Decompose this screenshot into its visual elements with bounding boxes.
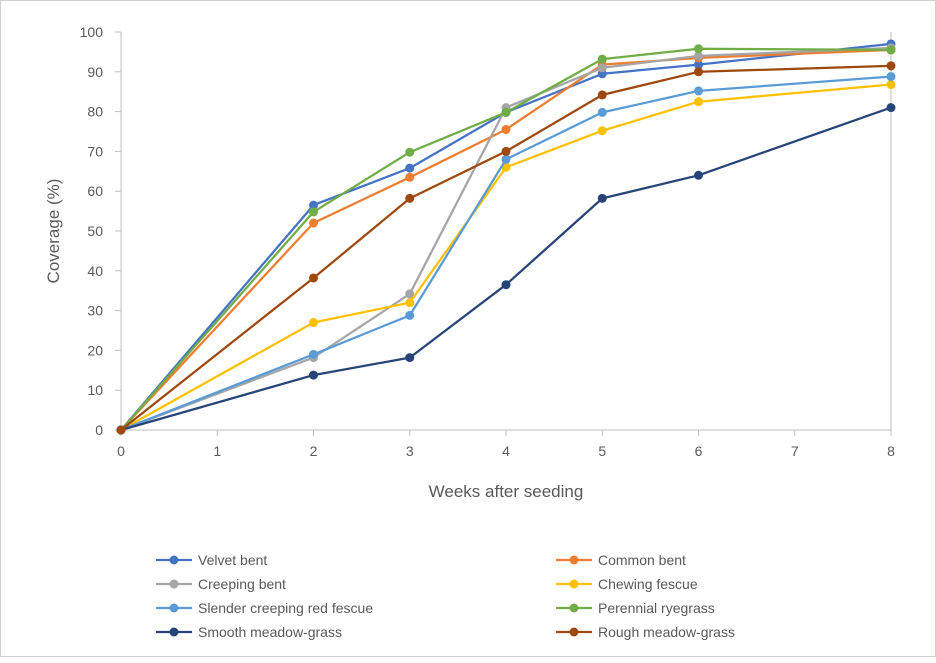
data-point	[694, 170, 703, 180]
legend-swatch-marker	[169, 555, 179, 565]
y-tick-label: 20	[87, 342, 103, 358]
data-point	[597, 193, 607, 203]
legend-label: Velvet bent	[198, 552, 267, 568]
data-point	[886, 61, 896, 71]
x-tick-label: 4	[502, 443, 510, 459]
legend-label: Rough meadow-grass	[598, 624, 735, 640]
legend-item: Smooth meadow-grass	[156, 624, 342, 640]
series-line	[120, 83, 892, 431]
x-tick-label: 6	[695, 443, 703, 459]
axes: 0 10 20 30 40 50 60 70 80 90 100 0 1 2 3 4 5 6 7 8	[80, 24, 895, 459]
legend-label: Chewing fescue	[598, 576, 698, 592]
y-tick-label: 40	[87, 263, 103, 279]
data-point	[309, 349, 318, 359]
data-point	[309, 318, 318, 328]
y-tick-label: 0	[95, 422, 103, 438]
legend-label: Smooth meadow-grass	[198, 624, 342, 640]
legend-label: Slender creeping red fescue	[198, 600, 373, 616]
legend-item: Common bent	[556, 552, 686, 568]
data-point	[405, 353, 415, 363]
data-point	[501, 154, 511, 164]
legend-swatch-marker	[569, 603, 579, 613]
data-point	[309, 273, 318, 283]
legend-item: Perennial ryegrass	[556, 600, 715, 616]
y-axis-title: Coverage (%)	[44, 179, 63, 284]
legend-item: Chewing fescue	[556, 576, 698, 592]
data-point	[309, 200, 318, 210]
legend-swatch-marker	[569, 579, 579, 589]
data-point	[886, 103, 896, 113]
x-tick-label: 5	[598, 443, 606, 459]
series-6	[116, 103, 896, 435]
y-tick-label: 10	[87, 382, 103, 398]
data-point	[694, 60, 703, 70]
data-point	[309, 218, 318, 228]
y-tick-label: 50	[87, 223, 103, 239]
series-line	[120, 64, 892, 431]
x-tick-label: 0	[117, 443, 125, 459]
legend-label: Perennial ryegrass	[598, 600, 715, 616]
y-tick-label: 80	[87, 104, 103, 120]
data-point	[405, 298, 415, 308]
data-point	[405, 163, 415, 173]
y-tick-label: 100	[80, 24, 104, 40]
legend-item: Rough meadow-grass	[556, 624, 735, 640]
y-tick-label: 60	[87, 183, 103, 199]
legend-swatch-marker	[569, 627, 579, 637]
legend-item: Velvet bent	[156, 552, 267, 568]
series-5	[116, 44, 896, 435]
legend-item: Creeping bent	[156, 576, 286, 592]
legend-swatch-marker	[169, 579, 179, 589]
x-tick-label: 3	[406, 443, 414, 459]
data-point	[501, 107, 511, 117]
data-point	[597, 126, 607, 136]
data-point	[886, 72, 896, 82]
series-3	[116, 80, 896, 435]
data-point	[886, 80, 896, 90]
data-point	[309, 370, 318, 380]
data-point	[694, 86, 703, 96]
series-7	[116, 61, 896, 435]
legend-item: Slender creeping red fescue	[156, 600, 373, 616]
x-tick-label: 2	[310, 443, 318, 459]
data-point	[405, 172, 415, 182]
series-line	[120, 42, 892, 431]
legend-label: Creeping bent	[198, 576, 286, 592]
x-tick-label: 1	[213, 443, 221, 459]
data-point	[694, 44, 703, 54]
x-tick-label: 8	[887, 443, 895, 459]
data-point	[309, 207, 318, 217]
data-point	[597, 54, 607, 64]
data-point	[116, 425, 126, 435]
data-point	[405, 147, 415, 157]
data-point	[597, 63, 607, 73]
data-point	[597, 107, 607, 117]
y-tick-label: 30	[87, 303, 103, 319]
y-tick-label: 70	[87, 143, 103, 159]
data-point	[886, 45, 896, 55]
data-point	[501, 146, 511, 156]
series-2	[116, 43, 896, 435]
data-point	[501, 280, 511, 290]
data-point	[405, 193, 415, 203]
legend-swatch-marker	[169, 603, 179, 613]
data-point	[694, 97, 703, 107]
y-tick-label: 90	[87, 64, 103, 80]
legend: Velvet bent Common bent Creeping bent Chewi…	[156, 552, 735, 640]
x-tick-label: 7	[791, 443, 799, 459]
series-lines	[116, 39, 896, 435]
data-point	[405, 310, 415, 320]
legend-swatch-marker	[569, 555, 579, 565]
data-point	[597, 90, 607, 100]
data-point	[694, 67, 703, 77]
data-point	[501, 125, 511, 135]
x-axis-title: Weeks after seeding	[429, 482, 584, 501]
legend-label: Common bent	[598, 552, 686, 568]
data-point	[405, 289, 415, 299]
series-0	[116, 39, 896, 435]
legend-swatch-marker	[169, 627, 179, 637]
data-point	[694, 51, 703, 61]
